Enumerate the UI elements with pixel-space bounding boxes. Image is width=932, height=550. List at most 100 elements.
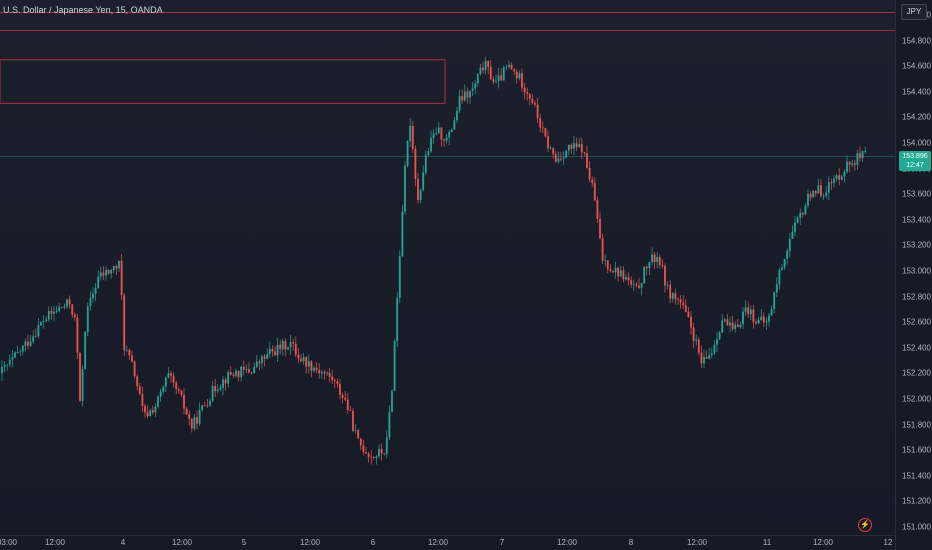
time-tick-label: 12:00: [686, 538, 708, 547]
price-tick-label: 152.000: [902, 394, 931, 404]
symbol-title[interactable]: U.S. Dollar / Japanese Yen, 15, OANDA: [3, 5, 163, 15]
candle-body: [531, 98, 534, 104]
candle-body: [323, 372, 326, 374]
candle-body: [528, 93, 531, 99]
candle-body: [619, 270, 622, 277]
candle-body: [398, 256, 401, 298]
candle-body: [211, 386, 214, 401]
candle-body: [456, 110, 458, 121]
candle-body: [731, 322, 734, 330]
candle-body: [547, 136, 549, 148]
candle-body: [393, 341, 396, 391]
candle-body: [651, 254, 653, 263]
candle-body: [695, 339, 698, 341]
candle-body: [284, 340, 287, 350]
lightning-icon[interactable]: ⚡: [858, 518, 872, 532]
candle-body: [604, 260, 607, 262]
candle-body: [606, 260, 609, 270]
candle-body: [708, 355, 711, 359]
candle-body: [120, 260, 123, 296]
candle-body: [253, 366, 256, 373]
candle-body: [747, 307, 750, 315]
candle-body: [331, 376, 334, 381]
time-axis[interactable]: 03:00 12:00 4 12:00 5 12:00 6 12:00 7 12:00 8 12:00…: [0, 535, 895, 550]
candle-body: [170, 373, 172, 376]
candle-body: [591, 179, 594, 184]
supply-zone-box: [0, 59, 446, 104]
candle-body: [261, 356, 263, 364]
candle-body: [6, 364, 9, 366]
candle-body: [622, 270, 625, 280]
candle-body: [383, 453, 386, 455]
candle-body: [240, 366, 243, 378]
candle-body: [596, 200, 599, 219]
candle-body: [765, 321, 768, 323]
candle-body: [55, 310, 58, 312]
candle-body: [835, 175, 838, 179]
candle-body: [856, 153, 859, 165]
candle-body: [445, 137, 448, 141]
candle-body: [344, 397, 347, 400]
candle-body: [362, 445, 365, 453]
candle-body: [729, 322, 731, 326]
candle-body: [843, 171, 846, 177]
candle-body: [144, 406, 146, 413]
candle-body: [614, 267, 617, 273]
candle-body: [799, 212, 802, 218]
candle-body: [586, 153, 588, 168]
candle-body: [762, 316, 765, 323]
candle-body: [315, 367, 318, 371]
candle-body: [123, 295, 126, 351]
candle-body: [430, 138, 432, 152]
candle-body: [580, 144, 583, 153]
price-tick-label: 151.600: [902, 445, 931, 455]
candle-body: [786, 250, 789, 259]
candle-body: [229, 372, 232, 375]
candle-body: [752, 309, 755, 322]
candle-body: [495, 80, 497, 82]
price-tick-label: 152.200: [902, 368, 931, 378]
candle-body: [840, 176, 843, 180]
price-tick-label: 152.400: [902, 343, 931, 353]
time-tick-label: 12: [883, 538, 893, 547]
candle-body: [320, 372, 323, 374]
candle-body: [60, 307, 63, 309]
candle-body: [414, 148, 417, 179]
candle-body: [742, 311, 744, 325]
price-axis[interactable]: 155.000154.800154.600154.400154.200154.0…: [895, 0, 932, 550]
candle-body: [401, 211, 404, 257]
candle-body: [245, 369, 248, 370]
candle-body: [367, 453, 370, 457]
candle-body: [149, 410, 152, 417]
candle-body: [583, 152, 586, 154]
candle-body: [453, 120, 456, 130]
candle-body: [518, 73, 521, 79]
candle-body: [817, 185, 820, 194]
candle-body: [757, 319, 760, 324]
candle-body: [292, 342, 295, 344]
candle-body: [289, 342, 292, 348]
candle-body: [677, 298, 679, 300]
candle-body: [310, 361, 313, 371]
candle-body: [266, 353, 269, 359]
currency-button[interactable]: JPY: [901, 4, 927, 20]
candle-body: [16, 352, 19, 353]
candle-body: [279, 344, 282, 350]
candle-body: [162, 386, 165, 392]
candle-body: [422, 172, 425, 190]
candle-body: [346, 399, 349, 411]
candle-body: [804, 205, 807, 215]
candle-body: [656, 256, 659, 263]
candle-body: [601, 238, 604, 261]
candle-body: [237, 370, 240, 378]
candle-body: [461, 95, 464, 101]
price-tick-label: 154.200: [902, 112, 931, 122]
candle-body: [510, 64, 513, 70]
candle-body: [643, 266, 646, 284]
candle-body: [536, 104, 539, 119]
candle-body: [617, 267, 620, 277]
chart-plot-area[interactable]: [0, 0, 895, 535]
candle-body: [359, 438, 362, 446]
candle-body: [541, 127, 544, 129]
candle-body: [164, 377, 167, 387]
